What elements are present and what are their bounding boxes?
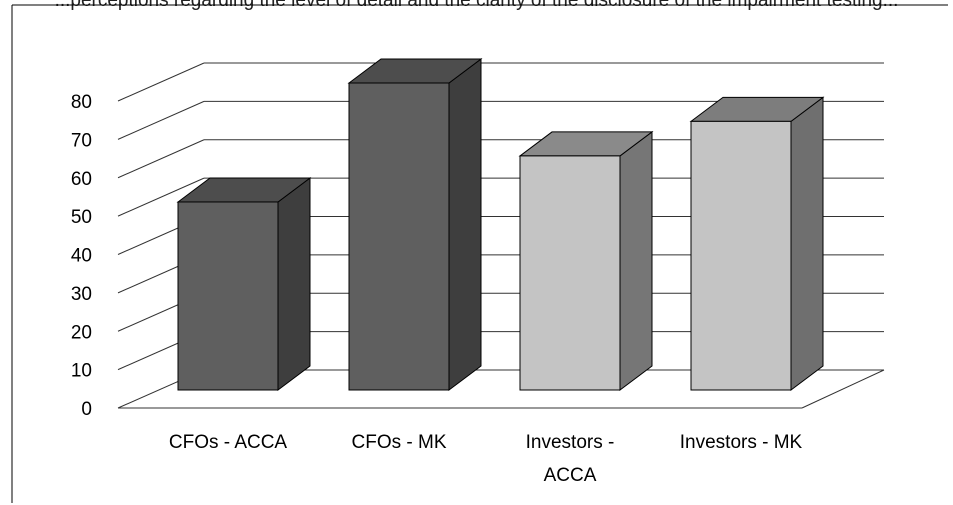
bar-front-face [519, 155, 621, 391]
y-tick-label: 50 [71, 207, 92, 228]
x-category-label: Investors - [526, 432, 615, 453]
chart-bars [176, 58, 825, 391]
y-tick-label: 10 [71, 361, 92, 382]
y-tick-label: 0 [81, 399, 92, 420]
floor-right-edge [801, 369, 885, 409]
gridline-wall [117, 139, 205, 179]
bar-4 [689, 96, 825, 391]
bar-side-face [448, 58, 482, 391]
bar-side-face [790, 96, 824, 391]
gridline-wall [117, 62, 205, 102]
y-tick-label: 70 [71, 130, 92, 151]
x-axis-category-labels: CFOs - ACCA CFOs - MK Investors - ACCA Inves… [169, 432, 803, 486]
bar-2 [347, 58, 483, 391]
y-tick-label: 60 [71, 169, 92, 190]
x-category-label: CFOs - ACCA [169, 432, 288, 453]
y-tick-label: 40 [71, 246, 92, 267]
gridline-wall [117, 177, 205, 217]
bar-3 [518, 130, 654, 391]
bar-front-face [177, 201, 279, 391]
y-tick-label: 80 [71, 92, 92, 113]
y-tick-label: 20 [71, 322, 92, 343]
bar-front-face [690, 120, 792, 391]
bar-side-face [277, 176, 311, 391]
chart-frame [11, 4, 948, 503]
bar-1 [176, 176, 312, 391]
bar-front-face [348, 82, 450, 391]
bar-side-face [619, 130, 653, 391]
x-category-label: Investors - MK [680, 432, 803, 453]
y-axis-tick-labels: 0 10 20 30 40 50 60 70 80 [71, 92, 92, 420]
x-category-label: CFOs - MK [352, 432, 447, 453]
x-category-label: ACCA [544, 465, 597, 486]
gridline-wall [117, 100, 205, 140]
y-tick-label: 30 [71, 284, 92, 305]
